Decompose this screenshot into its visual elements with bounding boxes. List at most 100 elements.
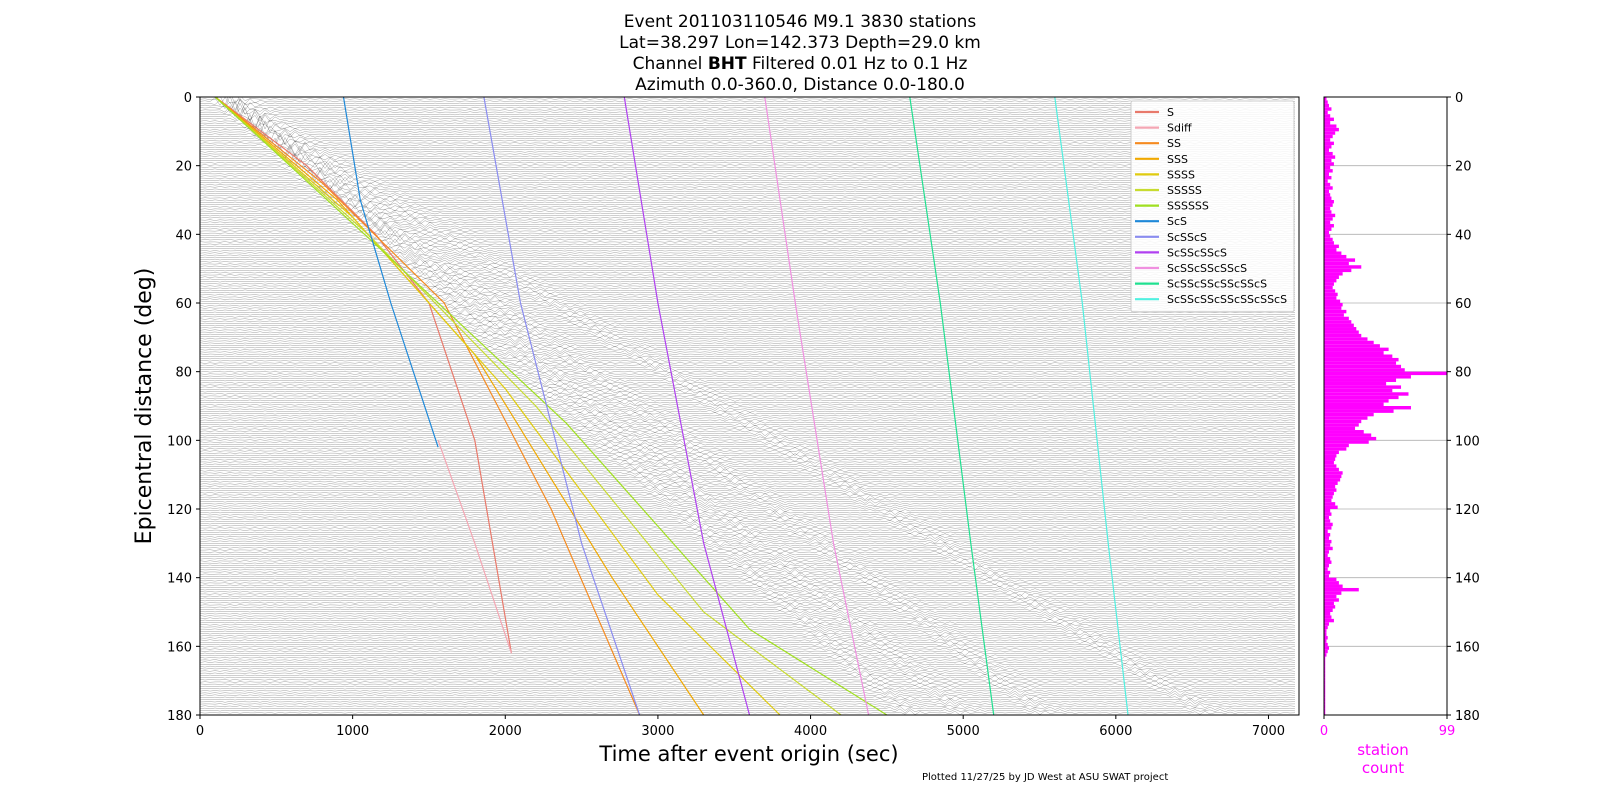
seismogram-trace (200, 409, 1296, 414)
seismogram-trace (200, 562, 1296, 568)
seismogram-trace (200, 618, 1296, 623)
histogram-bar (1324, 478, 1341, 482)
histogram-bar (1324, 560, 1332, 564)
seismogram-trace (200, 521, 1296, 526)
seismogram-trace (200, 461, 1296, 467)
histogram-bar (1324, 234, 1331, 238)
histogram-bar (1324, 121, 1331, 125)
seismogram-trace (200, 646, 1296, 651)
seismogram-trace (200, 679, 1296, 685)
seismogram-trace (200, 464, 1296, 470)
phase-legend: SSdiffSSSSSSSSSSSSSSSSSSSSScSScSScSScSSc… (1130, 100, 1295, 313)
seismogram-trace (200, 130, 1296, 144)
histogram-y-tick-label: 20 (1455, 160, 1472, 175)
histogram-bar (1324, 423, 1359, 427)
histogram-bar (1324, 636, 1328, 640)
histogram-bar (1324, 354, 1393, 358)
seismogram-trace (200, 604, 1296, 610)
seismogram-trace (200, 254, 1296, 261)
title-channel-name: BHT (707, 54, 747, 74)
seismogram-trace (200, 499, 1296, 504)
seismogram-trace (200, 373, 1296, 380)
seismogram-trace (200, 234, 1296, 241)
histogram-y-tick-label: 160 (1455, 640, 1480, 655)
seismogram-trace (200, 638, 1296, 643)
seismogram-trace (200, 690, 1296, 696)
histogram-x-tick-label: 99 (1439, 724, 1456, 739)
histogram-bar (1324, 612, 1331, 616)
histogram-bar (1324, 371, 1447, 376)
seismogram-trace (200, 698, 1296, 705)
histogram-bar (1324, 622, 1329, 626)
histogram-bar (1324, 97, 1327, 101)
seismogram-trace (200, 433, 1296, 439)
histogram-bar (1324, 337, 1368, 341)
histogram-bar (1324, 646, 1329, 650)
histogram-bar (1324, 220, 1331, 225)
seismogram-trace (200, 354, 1296, 359)
seismogram-trace (200, 313, 1296, 320)
histogram-bar (1324, 412, 1374, 417)
histogram-bar (1324, 162, 1334, 166)
travel-time-curve-sdiff (437, 440, 512, 654)
y-tick-label: 40 (175, 228, 192, 243)
seismogram-trace (200, 600, 1296, 606)
seismogram-trace (200, 287, 1296, 294)
title-filter-text: Filtered 0.01 Hz to 0.1 Hz (746, 54, 968, 74)
travel-time-curve-scsscsscs (623, 97, 751, 715)
histogram-bar (1324, 155, 1336, 159)
seismogram-trace (200, 569, 1296, 575)
histogram-bar (1324, 430, 1364, 434)
legend-label: SSSS (1167, 168, 1195, 181)
seismogram-trace (200, 659, 1296, 665)
histogram-bar (1324, 131, 1336, 135)
histogram-bar (1324, 224, 1334, 228)
seismogram-trace (200, 479, 1296, 485)
seismogram-trace (200, 222, 1296, 232)
histogram-bar (1324, 615, 1332, 619)
histogram-bar (1324, 385, 1402, 389)
seismogram-trace (200, 683, 1296, 689)
seismogram-trace (200, 375, 1296, 382)
histogram-bar (1324, 522, 1333, 527)
seismogram-trace (200, 540, 1296, 547)
seismogram-trace (200, 571, 1296, 577)
histogram-bar (1324, 457, 1336, 461)
histogram-bar (1324, 375, 1411, 379)
seismogram-trace (200, 165, 1296, 174)
seismogram-trace (200, 418, 1296, 423)
histogram-y-tick-label: 60 (1455, 297, 1472, 312)
seismogram-trace (200, 137, 1296, 150)
histogram-bar (1324, 471, 1343, 475)
histogram-bar (1324, 474, 1342, 479)
histogram-bar (1324, 519, 1331, 523)
seismogram-trace (200, 347, 1296, 353)
seismogram-trace (200, 454, 1296, 460)
y-tick-label: 140 (167, 572, 192, 587)
histogram-bar (1324, 272, 1343, 276)
seismogram-trace (200, 415, 1296, 422)
seismogram-trace (200, 343, 1296, 349)
seismogram-trace (200, 609, 1296, 615)
seismogram-trace (200, 142, 1296, 152)
seismogram-trace (200, 322, 1296, 329)
histogram-bar (1324, 443, 1349, 448)
legend-label: SSS (1167, 153, 1188, 166)
histogram-bar (1324, 584, 1343, 588)
histogram-bar (1324, 364, 1402, 369)
seismogram-trace (200, 547, 1296, 553)
seismogram-trace (200, 628, 1296, 634)
footer-credit: Plotted 11/27/25 by JD West at ASU SWAT … (922, 772, 1169, 783)
seismogram-trace (200, 153, 1296, 164)
histogram-y-tick-label: 140 (1455, 572, 1480, 587)
histogram-bar (1324, 515, 1329, 520)
seismogram-trace (200, 115, 1296, 131)
seismogram-trace (200, 382, 1296, 389)
seismogram-trace (200, 209, 1296, 218)
seismogram-trace (200, 249, 1296, 257)
histogram-bar (1324, 196, 1332, 200)
y-tick-label: 160 (167, 640, 192, 655)
seismogram-trace (200, 391, 1296, 397)
seismogram-trace (200, 430, 1296, 436)
histogram-bar (1324, 684, 1326, 688)
